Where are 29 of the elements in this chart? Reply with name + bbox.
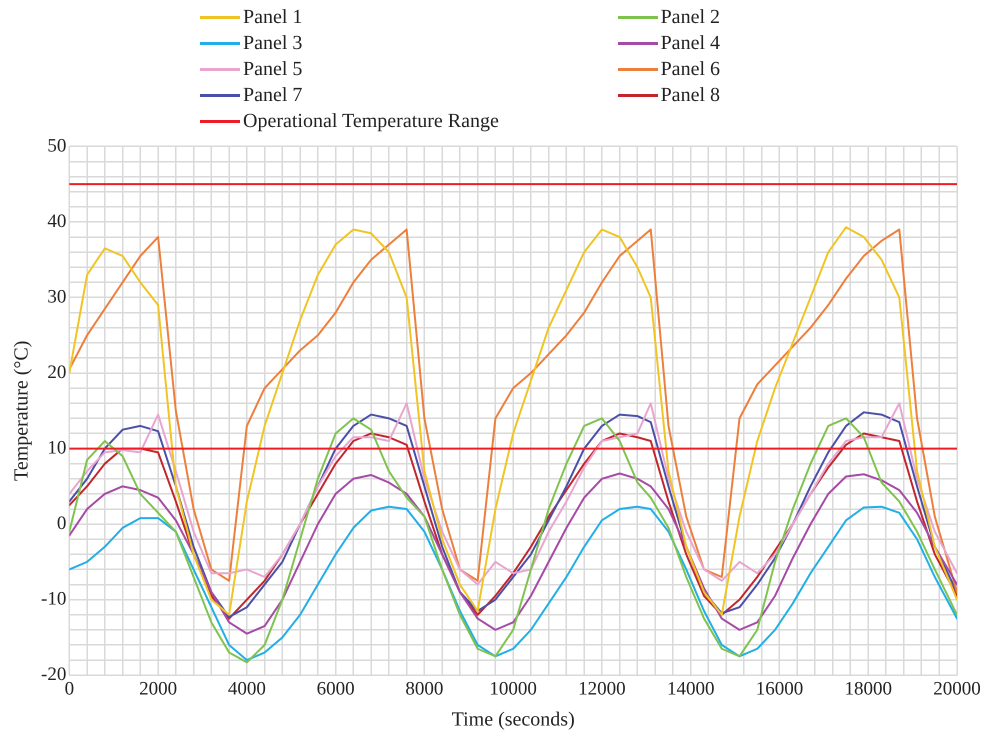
x-tick-label: 6000	[316, 678, 355, 700]
legend-label: Panel 3	[243, 32, 302, 54]
x-tick-label: 2000	[139, 678, 178, 700]
legend-label: Panel 4	[660, 32, 720, 54]
legend-label: Panel 1	[243, 6, 302, 28]
legend-label: Panel 5	[243, 58, 302, 80]
legend-label: Panel 7	[243, 84, 302, 106]
y-tick-label: 0	[56, 513, 66, 534]
x-tick-label: 18000	[844, 678, 892, 700]
x-tick-label: 20000	[933, 678, 981, 700]
x-tick-label: 12000	[578, 678, 626, 700]
y-tick-label: 30	[47, 286, 66, 308]
y-tick-label: -10	[41, 588, 66, 610]
legend-label: Panel 2	[660, 6, 720, 28]
legend-label: Operational Temperature Range	[243, 110, 499, 132]
x-tick-label: 16000	[756, 678, 804, 700]
y-tick-label: 40	[47, 210, 66, 232]
x-tick-label: 14000	[666, 678, 714, 700]
x-tick-label: 4000	[228, 678, 266, 700]
y-tick-label: 50	[47, 135, 66, 156]
y-tick-label: -20	[41, 664, 66, 686]
legend-label: Panel 6	[660, 58, 720, 80]
y-axis-title: Temperature (°C)	[10, 340, 32, 482]
y-tick-label: 10	[47, 438, 66, 459]
legend-label: Panel 8	[660, 84, 720, 106]
x-tick-label: 8000	[405, 678, 444, 700]
x-axis-title: Time (seconds)	[452, 708, 575, 730]
x-tick-label: 10000	[489, 678, 537, 700]
y-tick-label: 20	[47, 362, 66, 384]
